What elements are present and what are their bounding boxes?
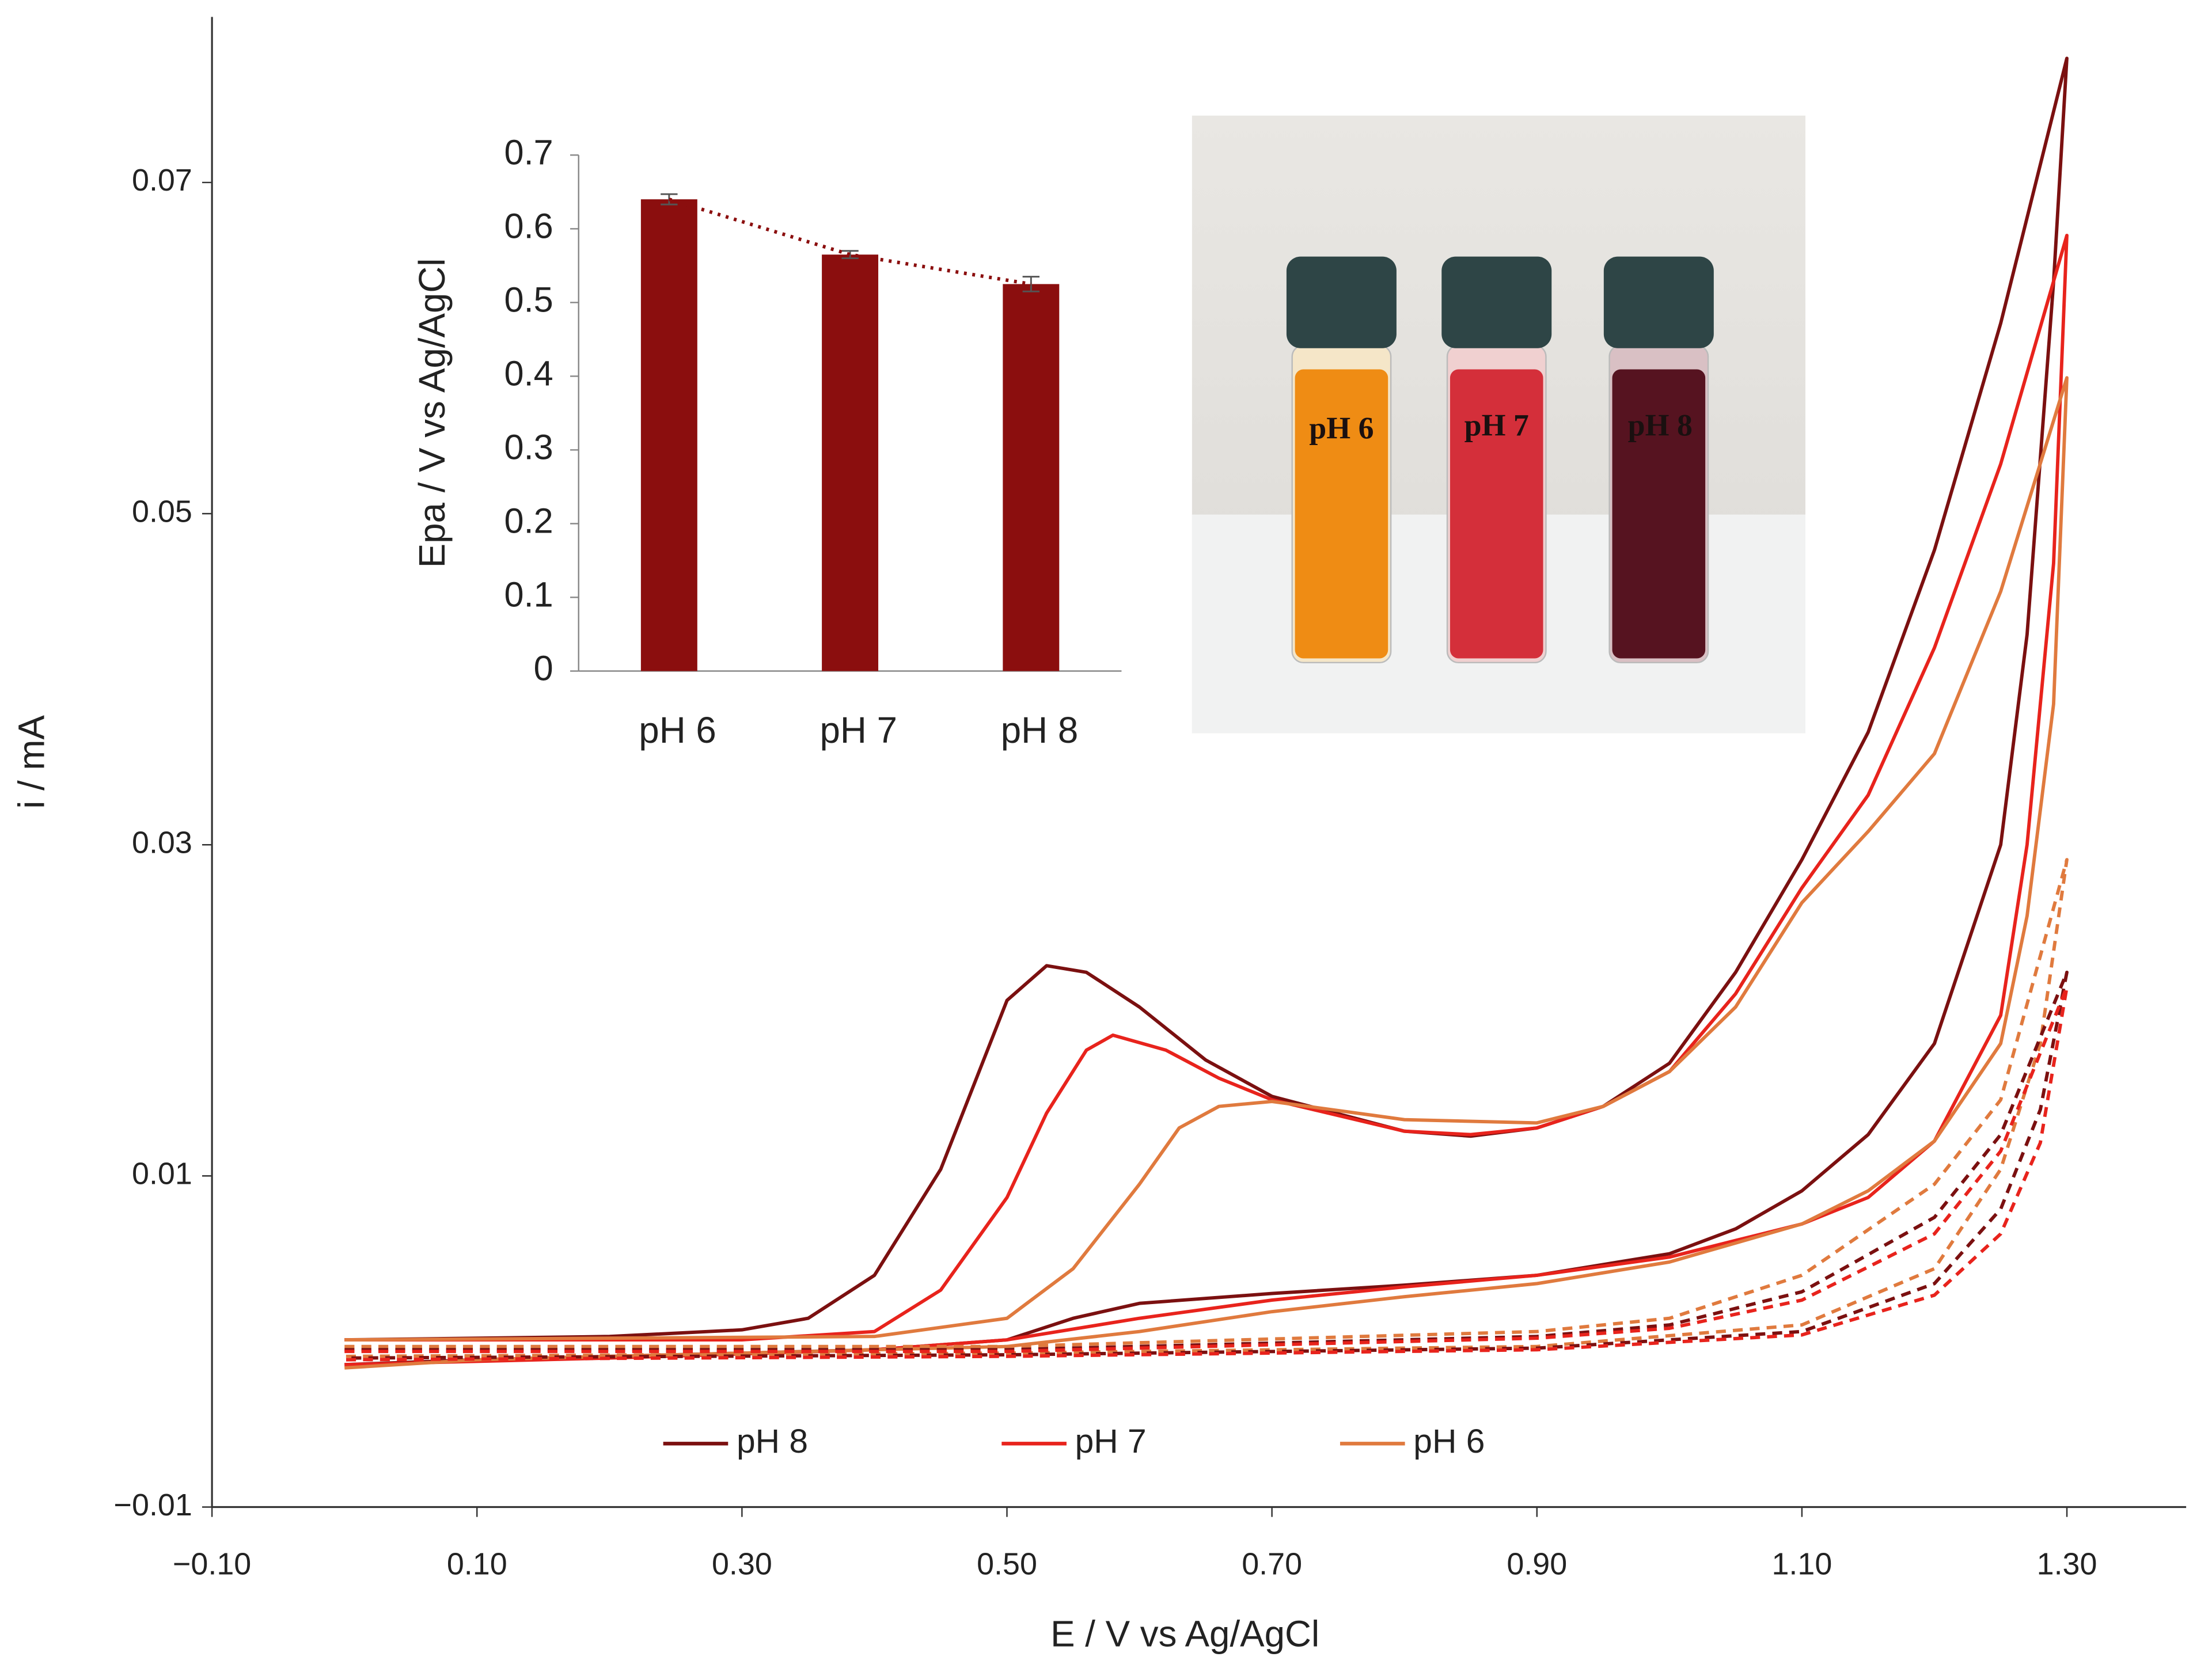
cv-curve <box>344 376 2069 1370</box>
legend-label: pH 6 <box>1413 1423 1485 1460</box>
y-axis-title: Epa / V vs Ag/AgCl <box>412 259 453 568</box>
x-tick-label: 1.10 <box>1771 1547 1832 1582</box>
vial <box>1603 256 1714 664</box>
cv-curve <box>344 970 2069 1360</box>
y-tick-label: 0.3 <box>504 428 553 467</box>
y-tick-label: 0.1 <box>504 575 553 614</box>
y-tick-label: 0.4 <box>504 354 553 393</box>
x-tick-label: 1.30 <box>2037 1547 2097 1582</box>
x-axis-title: E / V vs Ag/AgCl <box>1050 1614 1319 1655</box>
x-tick-label: pH 7 <box>820 710 897 751</box>
bar <box>1003 284 1060 671</box>
y-tick-label: 0.7 <box>504 133 553 172</box>
error-bar <box>841 250 859 260</box>
y-tick-label: 0.05 <box>132 494 192 529</box>
vial-liquid <box>1612 369 1706 659</box>
y-tick-label: 0.2 <box>504 501 553 541</box>
y-axis-title: i / mA <box>11 715 52 809</box>
x-tick-label: 0.10 <box>447 1547 507 1582</box>
vial-liquid <box>1295 369 1388 659</box>
y-tick-label: 0.07 <box>132 163 192 197</box>
cv-curve <box>344 233 2069 1367</box>
inset-chart: 0 0.1 0.2 0.3 0.4 0.5 0.6 0.7 Epa / V vs Ag/AgCl… <box>412 133 1122 751</box>
vial-cap <box>1286 256 1397 348</box>
photo: pH 6 pH 7 pH 8 <box>1192 115 1805 734</box>
cv-curve <box>344 56 2069 1367</box>
cv-curve <box>344 858 2069 1358</box>
x-tick-label: −0.10 <box>173 1547 251 1582</box>
vial-liquid <box>1450 369 1543 659</box>
vial <box>1441 256 1552 664</box>
y-tick-label: 0.03 <box>132 825 192 860</box>
x-tick-label: pH 8 <box>1001 710 1078 751</box>
vial <box>1286 256 1397 664</box>
x-tick-label: 0.50 <box>977 1547 1037 1582</box>
main-chart: −0.010.010.030.050.07−0.10 0.10 0.30 0.50 0.… <box>11 17 2187 1655</box>
x-tick-label: 0.90 <box>1507 1547 1567 1582</box>
vial-label: pH 6 <box>1309 411 1374 446</box>
legend-label: pH 8 <box>737 1423 808 1460</box>
x-tick-label: 0.30 <box>712 1547 772 1582</box>
bar <box>640 199 697 671</box>
y-tick-label: 0 <box>534 649 553 688</box>
vial-label: pH 8 <box>1628 408 1693 443</box>
y-tick-label: 0.01 <box>132 1157 192 1191</box>
legend-label: pH 7 <box>1075 1423 1147 1460</box>
vial-cap <box>1603 256 1714 348</box>
x-tick-label: 0.70 <box>1242 1547 1302 1582</box>
y-tick-label: 0.5 <box>504 280 553 320</box>
y-tick-label: 0.6 <box>504 207 553 246</box>
vial-label: pH 7 <box>1464 408 1529 443</box>
vial-cap <box>1441 256 1552 348</box>
bar <box>822 254 879 671</box>
cv-curve <box>344 985 2069 1362</box>
y-tick-label: −0.01 <box>114 1488 192 1522</box>
x-tick-label: pH 6 <box>639 710 716 751</box>
